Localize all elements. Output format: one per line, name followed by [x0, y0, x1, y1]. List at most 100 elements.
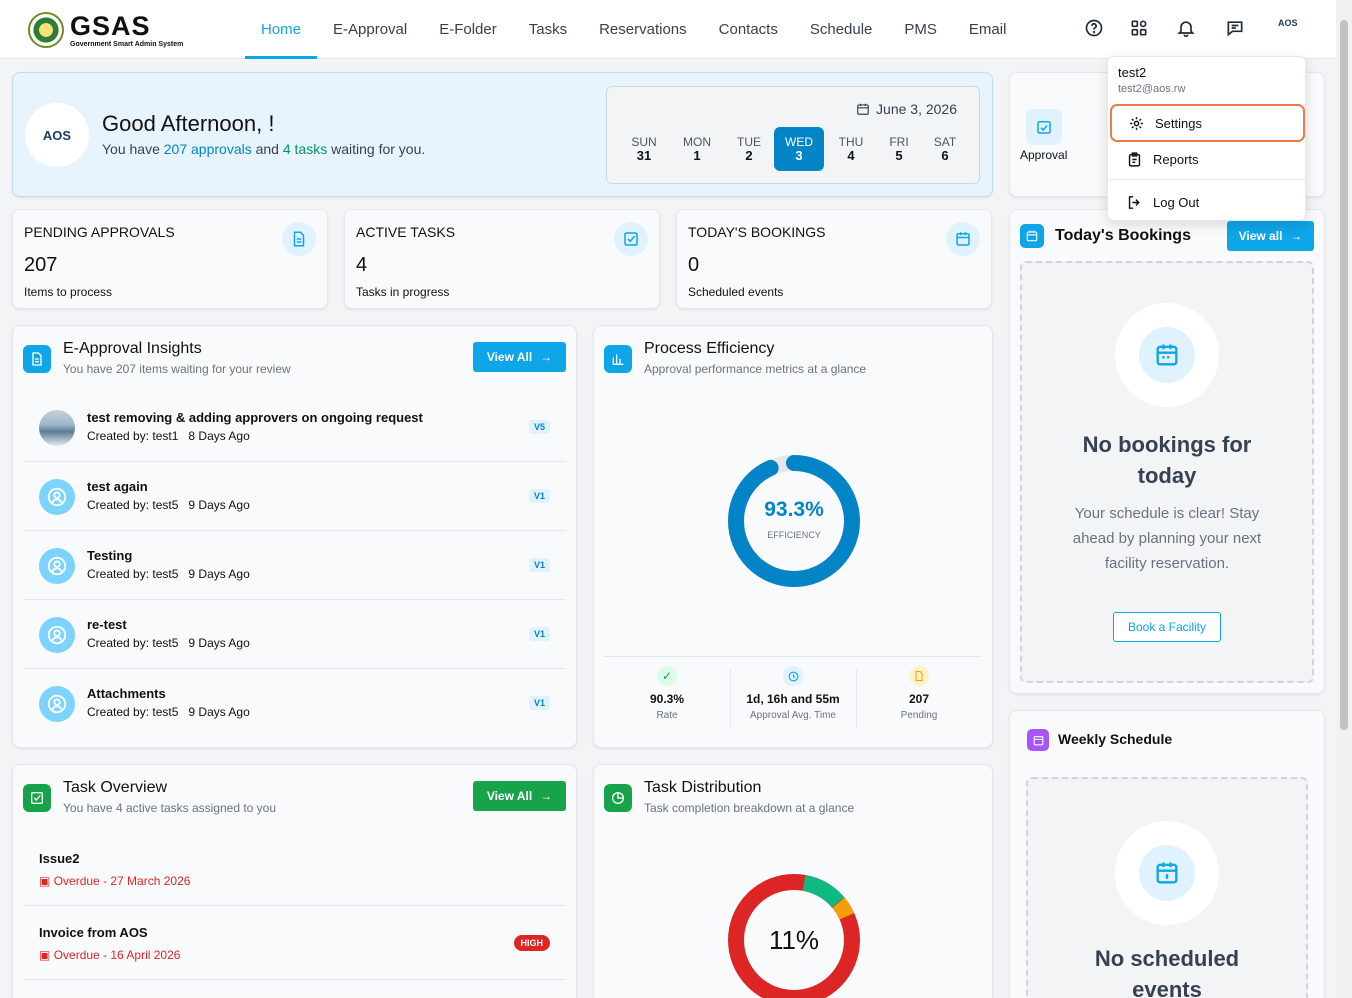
nav-reservations[interactable]: Reservations [599, 21, 687, 38]
nav-e-approval[interactable]: E-Approval [333, 21, 408, 38]
calendar-icon [857, 103, 869, 115]
task-overview: Task Overview You have 4 active tasks as… [12, 764, 577, 998]
nav-e-folder[interactable]: E-Folder [439, 21, 497, 38]
menu-item-label: Log Out [1153, 194, 1200, 210]
item-time: 9 Days Ago [188, 498, 250, 512]
nav-tasks[interactable]: Tasks [528, 21, 568, 38]
welcome-summary: You have 207 approvals and 4 tasks waiti… [102, 141, 425, 157]
nav-contacts[interactable]: Contacts [718, 21, 778, 38]
empty-illustration [1115, 303, 1219, 407]
item-title: test removing & adding approvers on ongo… [87, 410, 423, 425]
item-creator: Created by: test5 [87, 636, 179, 650]
day-name: THU [838, 135, 864, 149]
stat-pending-approvals[interactable]: PENDING APPROVALS 207 Items to process [12, 209, 328, 309]
approvals-view-all-button[interactable]: View All → [473, 342, 566, 372]
version-badge: V1 [528, 696, 550, 710]
stat-active-tasks[interactable]: ACTIVE TASKS 4 Tasks in progress [344, 209, 660, 309]
calendar-date: June 3, 2026 [856, 101, 957, 117]
arrow-right-icon: → [1290, 229, 1303, 243]
summary-post: waiting for you. [327, 141, 426, 157]
day-tue[interactable]: TUE 2 [724, 127, 774, 171]
task-due-text: Overdue - 16 April 2026 [53, 948, 181, 962]
document-icon [282, 222, 316, 256]
nav-pms[interactable]: PMS [904, 21, 937, 38]
approval-item[interactable]: Testing Created by: test5 9 Days Ago V1 [23, 531, 566, 600]
arrow-right-icon: → [540, 789, 553, 803]
calendar-icon [1027, 729, 1049, 751]
calendar-icon [946, 222, 980, 256]
task-item[interactable]: Invoice from AOS ▣ Overdue - 16 April 20… [23, 906, 566, 980]
item-meta: Created by: test5 9 Days Ago [87, 498, 250, 512]
tasks-view-all-button[interactable]: View All → [473, 781, 566, 811]
section-title: Task Overview [63, 779, 168, 796]
item-title: Testing [87, 548, 133, 563]
help-icon[interactable] [1083, 17, 1105, 39]
nav-schedule[interactable]: Schedule [809, 21, 873, 38]
tasks-link[interactable]: 4 tasks [282, 141, 328, 157]
user-icon [39, 617, 75, 653]
stat-todays-bookings[interactable]: TODAY'S BOOKINGS 0 Scheduled events [676, 209, 992, 309]
scrollbar-thumb[interactable] [1340, 20, 1348, 730]
menu-item-settings[interactable]: Settings [1110, 104, 1305, 142]
user-avatar[interactable]: AOS [1278, 18, 1298, 28]
brand-tagline: Government Smart Admin System [70, 40, 184, 48]
stat-label: TODAY'S BOOKINGS [688, 224, 826, 240]
avatar [39, 410, 75, 446]
approval-shortcut-label[interactable]: Approval [1020, 148, 1068, 162]
approvals-link[interactable]: 207 approvals [163, 141, 252, 157]
calendar-date-text: June 3, 2026 [876, 101, 957, 117]
task-title: Issue2 [39, 851, 80, 866]
day-mon[interactable]: MON 1 [672, 127, 722, 171]
item-meta: Created by: test1 8 Days Ago [87, 429, 250, 443]
menu-email: test2@aos.rw [1118, 83, 1186, 95]
task-item[interactable]: Issue2 ▣ Overdue - 27 March 2026 [23, 837, 566, 906]
metric-pending: 207 Pending [856, 666, 982, 721]
approval-item[interactable]: Attachments Created by: test5 9 Days Ago V1 [23, 669, 566, 738]
calendar-icon: ▣ [39, 948, 51, 962]
day-name: MON [683, 135, 711, 149]
priority-badge: HIGH [513, 935, 550, 951]
approval-item[interactable]: test again Created by: test5 9 Days Ago V1 [23, 462, 566, 531]
profile-dropdown: test2 test2@aos.rw Settings Reports Log … [1107, 56, 1306, 221]
book-facility-button[interactable]: Book a Facility [1113, 612, 1221, 642]
approval-item[interactable]: test removing & adding approvers on ongo… [23, 393, 566, 462]
day-fri[interactable]: FRI 5 [874, 127, 924, 171]
day-thu[interactable]: THU 4 [826, 127, 876, 171]
section-title: Task Distribution [644, 779, 762, 796]
day-sun[interactable]: SUN 31 [619, 127, 669, 171]
main-nav: Home E-Approval E-Folder Tasks Reservati… [245, 0, 1022, 59]
stat-caption: Scheduled events [688, 285, 784, 299]
menu-item-label: Reports [1153, 151, 1199, 167]
page-scrollbar[interactable] [1336, 0, 1352, 998]
nav-email[interactable]: Email [968, 21, 1007, 38]
section-title: Process Efficiency [644, 340, 775, 357]
welcome-banner: AOS Good Afternoon, ! You have 207 appro… [12, 72, 993, 197]
empty-text: Your schedule is clear! Stay ahead by pl… [1072, 505, 1262, 572]
check-icon: ✓ [657, 666, 677, 686]
stat-value: 207 [24, 254, 58, 276]
nav-home[interactable]: Home [245, 0, 318, 59]
day-wed[interactable]: WED 3 [774, 127, 824, 171]
calendar-icon [1139, 327, 1195, 383]
day-number: 5 [895, 148, 903, 163]
brand-logo[interactable]: GSAS Government Smart Admin System [28, 12, 183, 48]
day-name: FRI [889, 135, 909, 149]
apps-icon[interactable] [1128, 17, 1150, 39]
bookings-view-all-button[interactable]: View all → [1227, 221, 1314, 251]
approval-shortcut-icon[interactable] [1026, 109, 1062, 145]
chat-icon[interactable] [1224, 17, 1246, 39]
day-sat[interactable]: SAT 6 [920, 127, 970, 171]
brand-name: GSAS [70, 10, 151, 41]
bell-icon[interactable] [1175, 17, 1197, 39]
stat-caption: Tasks in progress [356, 285, 450, 299]
metric-avg-time: 1d, 16h and 55m Approval Avg. Time [730, 666, 856, 721]
empty-illustration [1115, 821, 1219, 925]
metric-value: 90.3% [649, 692, 685, 706]
approval-item[interactable]: re-test Created by: test5 9 Days Ago V1 [23, 600, 566, 669]
item-time: 8 Days Ago [188, 429, 250, 443]
menu-item-logout[interactable]: Log Out [1110, 183, 1305, 221]
menu-item-reports[interactable]: Reports [1110, 140, 1305, 178]
checkbox-icon [23, 784, 51, 812]
efficiency-ring [728, 455, 860, 587]
day-number: 4 [847, 148, 855, 163]
